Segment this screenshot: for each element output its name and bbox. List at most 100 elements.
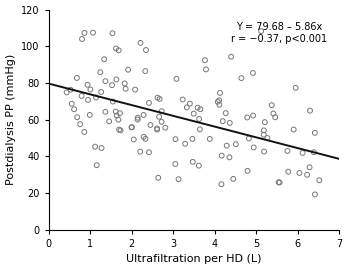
Point [219, 154, 224, 158]
Point [88, 87, 93, 92]
Point [300, 151, 306, 155]
Point [113, 109, 118, 114]
Point [182, 141, 188, 146]
Point [155, 96, 160, 100]
Point [245, 169, 250, 173]
Point [269, 103, 275, 107]
Point [122, 81, 127, 86]
Point [246, 136, 252, 141]
Point [258, 29, 264, 33]
Point [191, 112, 197, 116]
Point [156, 176, 161, 180]
Point [143, 48, 149, 52]
Point [261, 128, 267, 133]
Point [271, 111, 276, 116]
Point [262, 120, 268, 124]
Point [129, 125, 134, 130]
Point [125, 68, 131, 72]
Point [113, 46, 119, 50]
Point [82, 31, 87, 35]
Point [250, 71, 256, 75]
Point [261, 133, 267, 137]
Point [304, 173, 310, 177]
Point [114, 113, 119, 118]
Point [184, 105, 190, 110]
Point [220, 119, 226, 123]
Point [159, 109, 165, 113]
Point [103, 110, 108, 114]
Point [272, 115, 278, 119]
Y-axis label: Postdialysis PP (mmHg): Postdialysis PP (mmHg) [6, 54, 16, 185]
Point [90, 31, 96, 35]
Point [146, 101, 152, 105]
Point [99, 146, 104, 150]
Point [196, 117, 202, 121]
Point [129, 125, 135, 129]
Point [154, 127, 160, 132]
Point [132, 87, 138, 92]
Point [219, 182, 224, 186]
Point [79, 94, 85, 98]
Point [173, 137, 178, 141]
Point [79, 37, 85, 41]
Point [137, 150, 143, 154]
Point [157, 97, 163, 101]
Point [203, 67, 209, 72]
Point [311, 150, 317, 154]
Point [94, 163, 100, 167]
Point [77, 122, 83, 126]
Point [135, 117, 140, 122]
Point [227, 155, 232, 160]
Point [223, 111, 229, 115]
Point [180, 97, 185, 102]
Point [207, 137, 213, 141]
Point [74, 76, 80, 80]
Point [202, 58, 208, 62]
Point [148, 123, 153, 127]
Point [110, 99, 116, 104]
Point [101, 57, 107, 61]
Point [239, 76, 244, 80]
Point [98, 90, 104, 94]
Point [135, 116, 141, 120]
Point [216, 103, 222, 107]
Point [195, 106, 200, 110]
Point [285, 149, 290, 153]
Point [187, 102, 193, 106]
Point [106, 119, 112, 123]
Point [156, 114, 162, 119]
Point [291, 127, 296, 132]
Point [230, 177, 236, 181]
Point [97, 70, 103, 74]
Point [277, 180, 282, 185]
Point [251, 145, 256, 150]
Point [81, 130, 87, 134]
Point [93, 95, 99, 100]
X-axis label: Ultrafiltration per HD (L): Ultrafiltration per HD (L) [126, 254, 262, 264]
Point [276, 180, 282, 184]
Point [307, 109, 313, 113]
Point [71, 107, 77, 112]
Point [123, 87, 128, 91]
Point [116, 127, 122, 132]
Point [312, 192, 318, 197]
Point [264, 136, 270, 140]
Point [87, 113, 93, 117]
Point [116, 48, 121, 52]
Point [307, 165, 313, 169]
Point [190, 137, 195, 141]
Point [176, 177, 181, 181]
Point [228, 55, 234, 59]
Point [215, 100, 221, 104]
Point [143, 69, 148, 73]
Point [154, 126, 160, 130]
Point [146, 150, 152, 154]
Point [233, 142, 239, 146]
Point [109, 83, 115, 87]
Point [131, 137, 136, 142]
Point [197, 127, 203, 131]
Point [74, 115, 80, 119]
Point [103, 79, 108, 83]
Point [143, 137, 148, 141]
Point [285, 170, 291, 174]
